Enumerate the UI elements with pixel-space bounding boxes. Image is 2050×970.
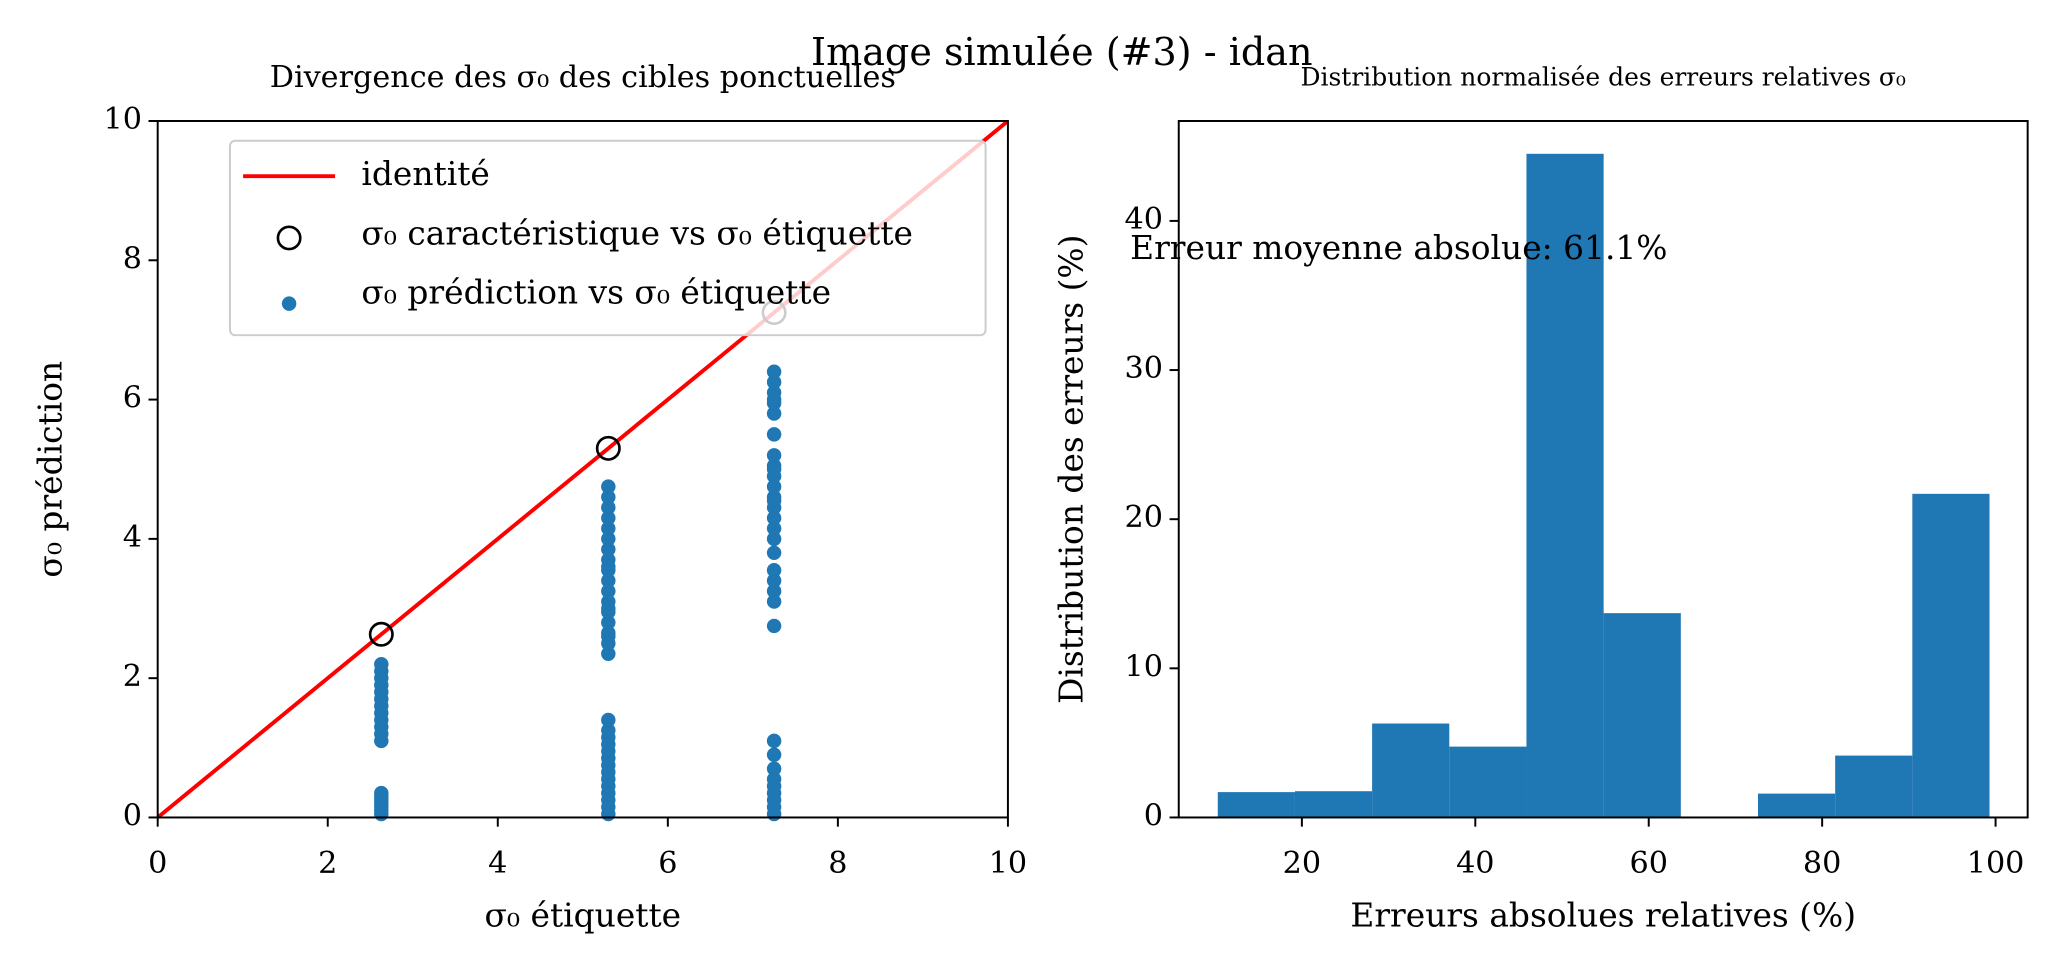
x-tick-label: 100 [1967,846,2025,881]
prediction-point [601,542,616,557]
x-axis-label: σ₀ étiquette [484,896,681,934]
prediction-point [766,747,782,763]
prediction-point [601,531,616,547]
y-tick-label: 10 [103,102,141,137]
legend-label: identité [361,155,489,193]
prediction-point [601,573,616,588]
legend-swatch [276,225,302,251]
prediction-point [766,448,782,463]
prediction-point [766,479,782,494]
prediction-point [766,771,782,787]
prediction-point [766,562,782,578]
y-tick-label: 20 [1125,500,1163,535]
x-tick-label: 40 [1456,846,1494,881]
characteristic-point [595,435,621,461]
prediction-point [766,374,782,390]
x-tick-label: 0 [148,846,167,881]
prediction-point [766,761,782,776]
prediction-point [766,510,782,526]
prediction-point [601,601,616,616]
y-tick-label: 0 [1144,798,1163,833]
prediction-point [766,594,782,609]
prediction-point [601,559,616,574]
y-tick-label: 2 [123,659,142,694]
x-tick-label: 80 [1803,846,1841,881]
y-tick-label: 40 [1125,202,1163,237]
prediction-point [766,583,782,599]
suptitle: Image simulée (#3) - idan [811,30,1312,74]
prediction-point [766,406,782,421]
prediction-point [766,733,782,749]
histogram-bar [1449,746,1527,818]
x-tick-label: 10 [989,846,1027,881]
prediction-point [374,657,389,672]
y-tick-label: 6 [123,381,142,416]
legend-box [228,139,987,337]
prediction-point [601,510,616,526]
histogram-bar [1217,792,1295,818]
histogram-bar [1526,153,1604,818]
characteristic-point [368,621,394,647]
histogram-bar [1757,793,1836,818]
prediction-point [766,493,782,508]
histogram-bar [1372,723,1450,818]
prediction-point [766,545,782,561]
chart-title: Divergence des σ₀ des cibles ponctuelles [270,60,896,95]
prediction-point [766,531,782,547]
x-tick-label: 60 [1630,846,1668,881]
prediction-point [601,723,616,738]
y-axis-label: σ₀ prédiction [32,361,70,578]
x-tick-label: 4 [488,846,507,881]
histogram-bar [1912,493,1990,818]
prediction-point [601,500,616,515]
x-tick-label: 20 [1283,846,1321,881]
y-tick-label: 10 [1125,649,1163,684]
prediction-point [766,573,782,588]
axes-frame [1177,120,2029,819]
prediction-point [601,583,616,599]
prediction-point [766,364,782,379]
histogram-bar [1603,613,1681,818]
axes-frame [156,120,1009,819]
prediction-point [766,618,782,634]
x-tick-label: 2 [318,846,337,881]
legend-swatch [281,296,297,311]
prediction-point [374,785,389,801]
y-tick-label: 4 [123,520,142,555]
y-tick-label: 8 [123,241,142,276]
x-axis-label: Erreurs absolues relatives (%) [1350,896,1856,934]
chart-title: Distribution normalisée des erreurs rela… [1301,62,1906,91]
x-tick-label: 6 [658,846,677,881]
prediction-point [601,629,616,644]
prediction-point [766,427,782,442]
annotation: Erreur moyenne absolue: 61.1% [1130,229,1667,267]
prediction-point [766,462,782,477]
prediction-point [601,646,616,662]
legend-label: σ₀ caractéristique vs σ₀ étiquette [361,214,913,252]
y-tick-label: 30 [1125,351,1163,386]
prediction-point [601,615,616,630]
prediction-point [601,712,616,728]
y-axis-label: Distribution des erreurs (%) [1053,235,1091,704]
x-tick-label: 8 [828,846,847,881]
histogram-bar [1294,791,1373,818]
prediction-point [601,479,616,494]
prediction-point [601,489,616,505]
y-tick-label: 0 [123,798,142,833]
prediction-point [601,521,616,536]
prediction-point [766,392,782,407]
legend-label: σ₀ prédiction vs σ₀ étiquette [361,273,831,311]
histogram-bar [1835,755,1913,818]
prediction-point [766,521,782,536]
